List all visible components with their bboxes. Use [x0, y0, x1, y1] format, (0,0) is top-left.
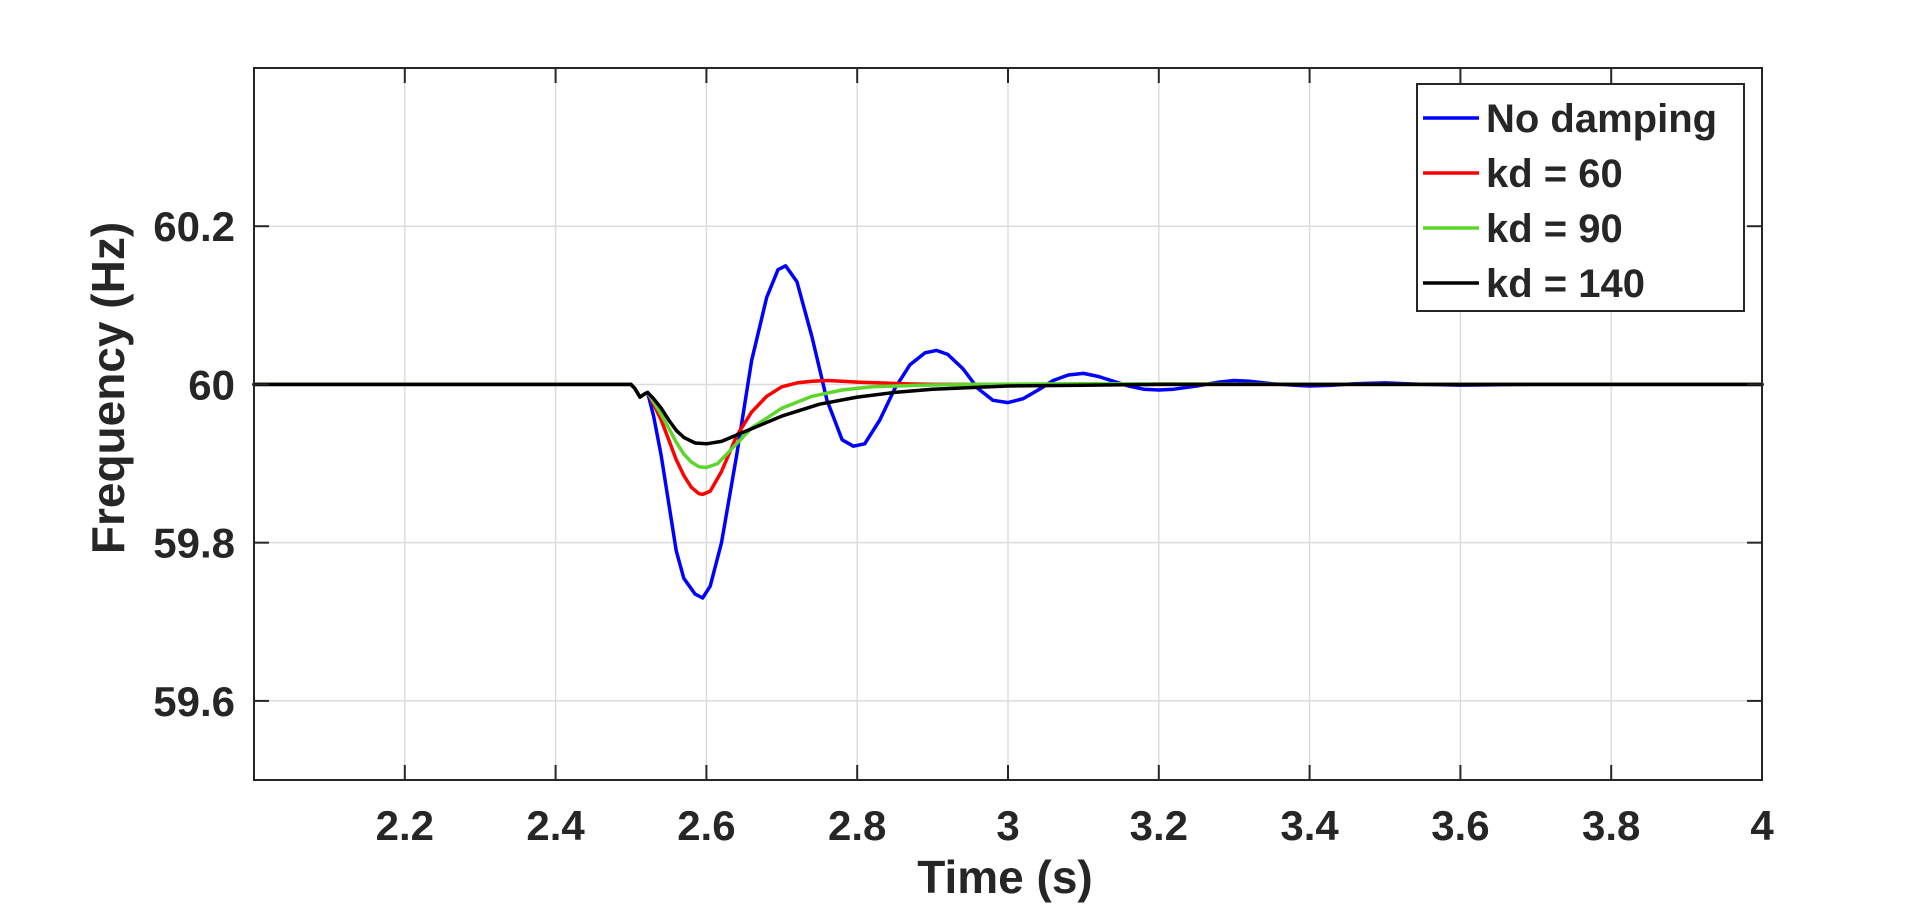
- y-tick-label: 60.2: [153, 203, 235, 250]
- y-tick-label: 59.8: [153, 520, 235, 567]
- legend-label-2: kd = 60: [1486, 152, 1623, 196]
- x-axis-label: Time (s): [917, 851, 1093, 903]
- legend-box: [1416, 83, 1745, 312]
- x-tick-label: 3: [996, 802, 1019, 849]
- x-tick-label: 3.2: [1130, 802, 1188, 849]
- y-tick-label: 59.6: [153, 678, 235, 725]
- x-tick-label: 3.6: [1431, 802, 1489, 849]
- series-lines: [252, 264, 1764, 600]
- tick-marks: [254, 68, 1763, 780]
- x-tick-label: 2.8: [828, 802, 886, 849]
- x-tick-label: 2.4: [526, 802, 585, 849]
- legend-entries: No damping kd = 60 kd = 90 kd = 140: [1423, 97, 1717, 306]
- x-tick-label: 3.4: [1280, 802, 1339, 849]
- x-tick-label: 2.2: [376, 802, 434, 849]
- legend-label-3: kd = 90: [1486, 207, 1623, 251]
- y-axis-label: Frequency (Hz): [82, 222, 134, 554]
- x-tick-label: 3.8: [1582, 802, 1640, 849]
- series-line-4: [252, 382, 1764, 446]
- tick-labels: 2.2 2.4 2.6 2.8 3 3.2 3.4 3.6 3.8 4 59.6 59.8 60 60.2: [153, 203, 1774, 849]
- legend: No damping kd = 60 kd = 90 kd = 140: [1416, 83, 1745, 312]
- x-tick-label: 4: [1750, 802, 1774, 849]
- legend-label-1: No damping: [1486, 97, 1717, 141]
- x-tick-label: 2.6: [677, 802, 735, 849]
- y-tick-label: 60: [188, 361, 235, 408]
- legend-label-4: kd = 140: [1486, 262, 1645, 306]
